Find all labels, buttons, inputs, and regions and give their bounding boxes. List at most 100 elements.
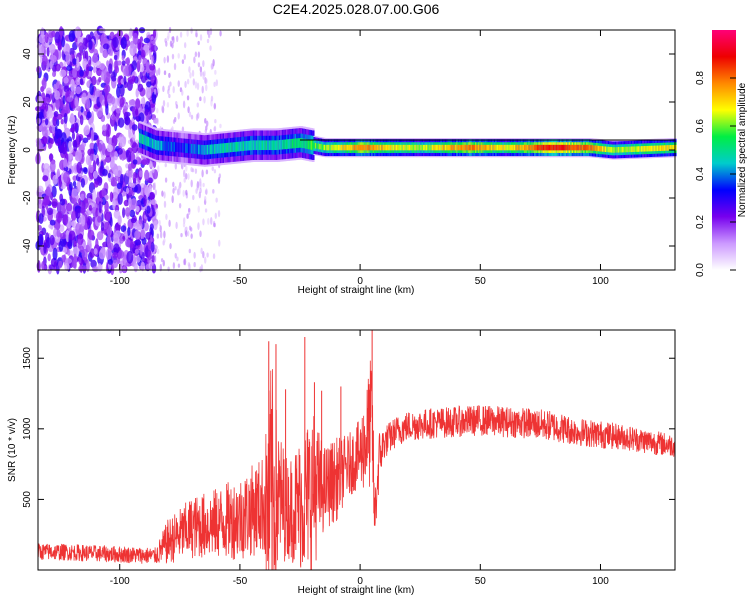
band-core: [169, 141, 172, 152]
noise-speck: [111, 252, 119, 259]
noise-speck: [82, 266, 87, 272]
band-core: [454, 144, 458, 151]
band-core: [614, 147, 618, 153]
noise-speck: [199, 96, 202, 102]
noise-speck: [153, 88, 157, 95]
band-core: [400, 144, 403, 151]
noise-speck: [196, 82, 200, 91]
noise-speck: [206, 252, 209, 258]
noise-speck: [92, 134, 99, 141]
band-core: [372, 144, 376, 151]
band-core: [146, 136, 149, 146]
noise-speck: [175, 221, 178, 230]
noise-speck: [204, 189, 208, 195]
band-core: [596, 145, 599, 152]
noise-speck: [162, 85, 165, 93]
noise-speck: [163, 70, 167, 76]
noise-speck: [145, 231, 152, 240]
band-core: [159, 140, 162, 151]
noise-speck: [138, 219, 143, 225]
band-core: [552, 144, 556, 151]
noise-speck: [49, 60, 53, 70]
band-core: [493, 144, 497, 151]
noise-speck: [187, 173, 190, 180]
noise-speck: [89, 164, 94, 174]
snr-x-axis-label: Height of straight line (km): [298, 585, 415, 596]
noise-speck: [143, 194, 147, 207]
band-core: [437, 144, 441, 151]
noise-speck: [178, 202, 182, 209]
band-core: [433, 144, 436, 151]
band-core: [421, 144, 425, 151]
noise-speck: [113, 186, 118, 199]
noise-speck: [211, 166, 214, 172]
noise-speck: [129, 44, 137, 57]
band-core: [456, 144, 459, 151]
noise-speck: [79, 78, 84, 85]
band-core: [307, 139, 311, 150]
noise-speck: [194, 51, 198, 58]
noise-speck: [174, 252, 177, 259]
band-core: [389, 144, 393, 151]
noise-speck: [59, 198, 66, 206]
band-core: [648, 145, 651, 152]
noise-speck: [131, 60, 138, 71]
band-core: [190, 143, 194, 154]
noise-speck: [113, 54, 118, 61]
band-core: [558, 144, 562, 151]
band-core: [444, 144, 448, 151]
colorbar-tick-label: 0.6: [695, 119, 706, 133]
noise-speck: [191, 69, 195, 77]
noise-speck: [155, 209, 159, 216]
noise-speck: [98, 76, 102, 83]
noise-speck: [75, 86, 82, 95]
band-core: [154, 139, 158, 150]
noise-speck: [202, 218, 205, 226]
noise-speck: [91, 95, 96, 102]
noise-speck: [44, 102, 49, 112]
noise-speck: [42, 175, 49, 182]
noise-speck: [174, 186, 177, 191]
noise-speck: [109, 216, 113, 228]
noise-speck: [92, 65, 97, 74]
band-core: [505, 144, 508, 151]
band-core: [398, 144, 402, 151]
noise-speck: [116, 182, 123, 190]
band-core: [138, 133, 142, 143]
noise-speck: [97, 111, 104, 117]
band-core: [483, 144, 487, 151]
band-core: [586, 144, 589, 151]
noise-speck: [66, 96, 74, 102]
noise-speck: [56, 118, 60, 127]
noise-speck: [213, 102, 217, 110]
noise-speck: [131, 124, 138, 131]
band-core: [366, 144, 370, 151]
noise-speck: [81, 92, 87, 105]
band-core: [571, 144, 575, 151]
noise-speck: [93, 248, 98, 255]
x-tick-label: -50: [233, 276, 248, 287]
noise-speck: [105, 103, 109, 116]
band-core: [147, 136, 151, 147]
noise-speck: [71, 210, 77, 222]
noise-speck: [37, 95, 44, 107]
noise-speck: [86, 216, 93, 226]
noise-speck: [77, 238, 82, 249]
noise-speck: [152, 167, 155, 174]
noise-speck: [183, 42, 187, 49]
noise-speck: [63, 76, 69, 84]
band-core: [149, 137, 152, 148]
noise-speck: [163, 56, 166, 64]
snr-y-ticks: 500 1000 1500: [22, 347, 675, 508]
noise-speck: [74, 96, 79, 108]
noise-speck: [183, 169, 186, 178]
band-core: [612, 147, 615, 153]
band-core: [562, 144, 566, 151]
noise-speck: [187, 207, 191, 213]
noise-speck: [149, 51, 152, 59]
band-core: [379, 144, 383, 151]
noise-speck: [167, 31, 170, 40]
colorbar-label: Normalized spectral amplitude: [737, 82, 748, 217]
noise-speck: [56, 229, 61, 238]
band-core: [539, 144, 543, 151]
